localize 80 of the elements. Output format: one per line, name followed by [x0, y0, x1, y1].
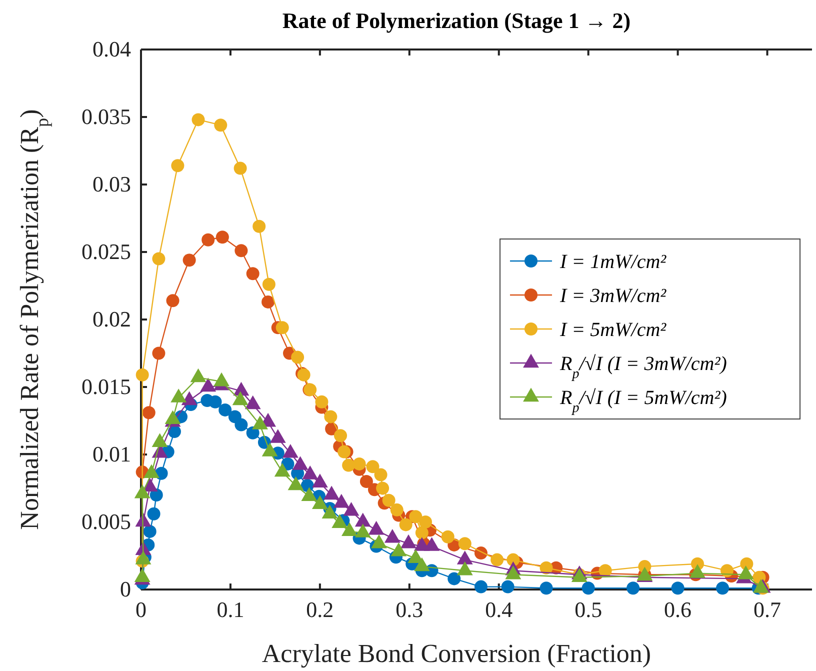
y-tick-label: 0 [120, 576, 131, 602]
point [218, 403, 232, 416]
point [315, 395, 328, 408]
point [415, 526, 428, 540]
point [376, 482, 390, 495]
legend-label: R$_{p}$/√I (I = 5mW/cm²) [559, 387, 728, 416]
y-tick-label: 0.01 [92, 442, 131, 467]
point [720, 564, 734, 578]
point [419, 516, 432, 528]
point [182, 254, 196, 267]
point [234, 418, 248, 432]
y-tick-label: 0.03 [92, 172, 131, 197]
point [252, 220, 266, 233]
point [171, 159, 184, 172]
point [582, 582, 595, 595]
point [216, 230, 229, 244]
point [208, 395, 222, 408]
point [374, 468, 388, 482]
point [234, 162, 247, 175]
x-tick-label: 0 [136, 597, 146, 622]
point [152, 252, 166, 266]
y-tick-label: 0.02 [92, 306, 131, 332]
x-tick-label: 0.3 [396, 597, 424, 622]
x-tick-label: 0.5 [574, 597, 602, 622]
x-tick-label: 0.4 [485, 597, 513, 622]
point [142, 406, 156, 420]
point [626, 582, 640, 595]
legend-label: R$_{p}$/√I (I = 3mW/cm²) [559, 353, 728, 382]
point [448, 572, 461, 586]
legend-label: I = 1mW/cm² [559, 251, 668, 273]
point [441, 530, 454, 544]
point [399, 518, 412, 532]
y-tick-label: 0.035 [82, 104, 131, 130]
point [246, 426, 260, 440]
point [234, 244, 248, 258]
point [716, 582, 730, 595]
point [152, 346, 166, 360]
point [143, 524, 156, 538]
point [246, 267, 260, 280]
point [360, 475, 373, 488]
point [291, 350, 304, 364]
point [501, 580, 514, 594]
point [262, 278, 276, 291]
point [192, 113, 205, 126]
point [352, 457, 366, 470]
y-tick-label: 0.04 [92, 36, 131, 62]
legend-label: I = 3mW/cm² [559, 285, 668, 307]
point [598, 564, 612, 578]
point [202, 233, 215, 246]
point [390, 503, 404, 516]
y-tick-label: 0.005 [82, 509, 131, 534]
point [147, 507, 160, 520]
point [276, 321, 289, 334]
point [540, 582, 553, 595]
point [214, 118, 228, 132]
point [262, 295, 275, 308]
point [490, 553, 504, 566]
point [136, 368, 149, 382]
x-axis-title: Acrylate Bond Conversion (Fraction) [262, 639, 652, 668]
point [671, 582, 684, 595]
legend-label: I = 5mW/cm² [559, 319, 668, 341]
y-tick-label: 0.025 [82, 239, 131, 264]
point [366, 460, 380, 474]
x-tick-label: 0.7 [754, 597, 782, 622]
chart-title: Rate of Polymerization (Stage 1 → 2) [282, 8, 631, 33]
point [342, 458, 356, 472]
point [458, 537, 472, 550]
point [382, 494, 396, 507]
x-tick-label: 0.6 [664, 597, 692, 622]
point [338, 445, 351, 458]
x-tick-label: 0.2 [306, 597, 334, 622]
point [166, 294, 180, 308]
point [334, 429, 348, 442]
point [409, 510, 422, 524]
point [540, 561, 553, 574]
x-tick-label: 0.1 [216, 597, 244, 622]
point [324, 410, 338, 424]
y-tick-label: 0.015 [82, 374, 131, 400]
point [150, 488, 163, 502]
point [474, 580, 488, 594]
